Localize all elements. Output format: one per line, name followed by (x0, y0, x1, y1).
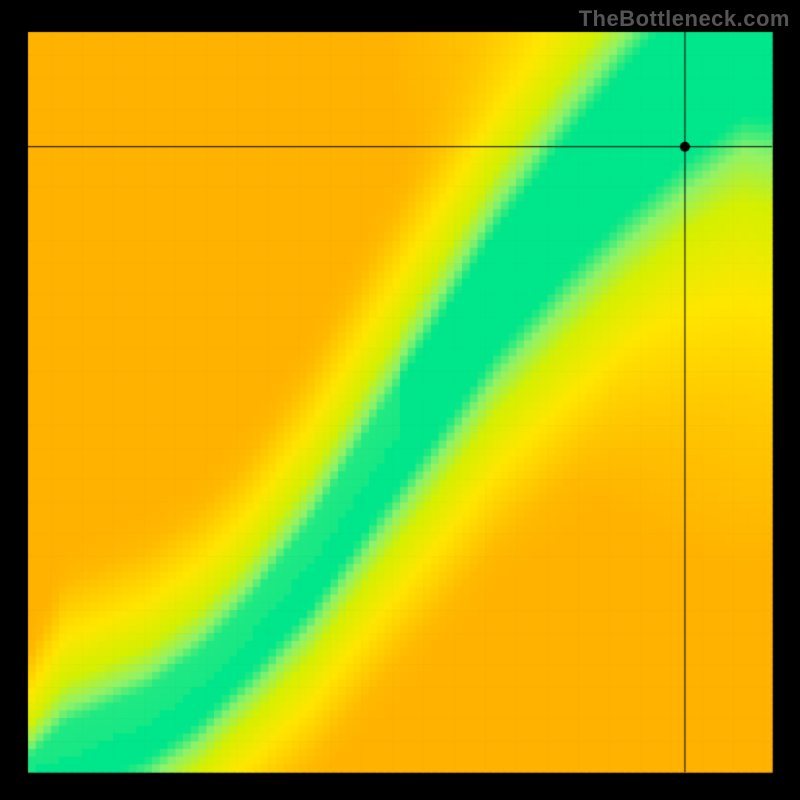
watermark-text: TheBottleneck.com (579, 6, 790, 32)
bottleneck-heatmap (0, 0, 800, 800)
